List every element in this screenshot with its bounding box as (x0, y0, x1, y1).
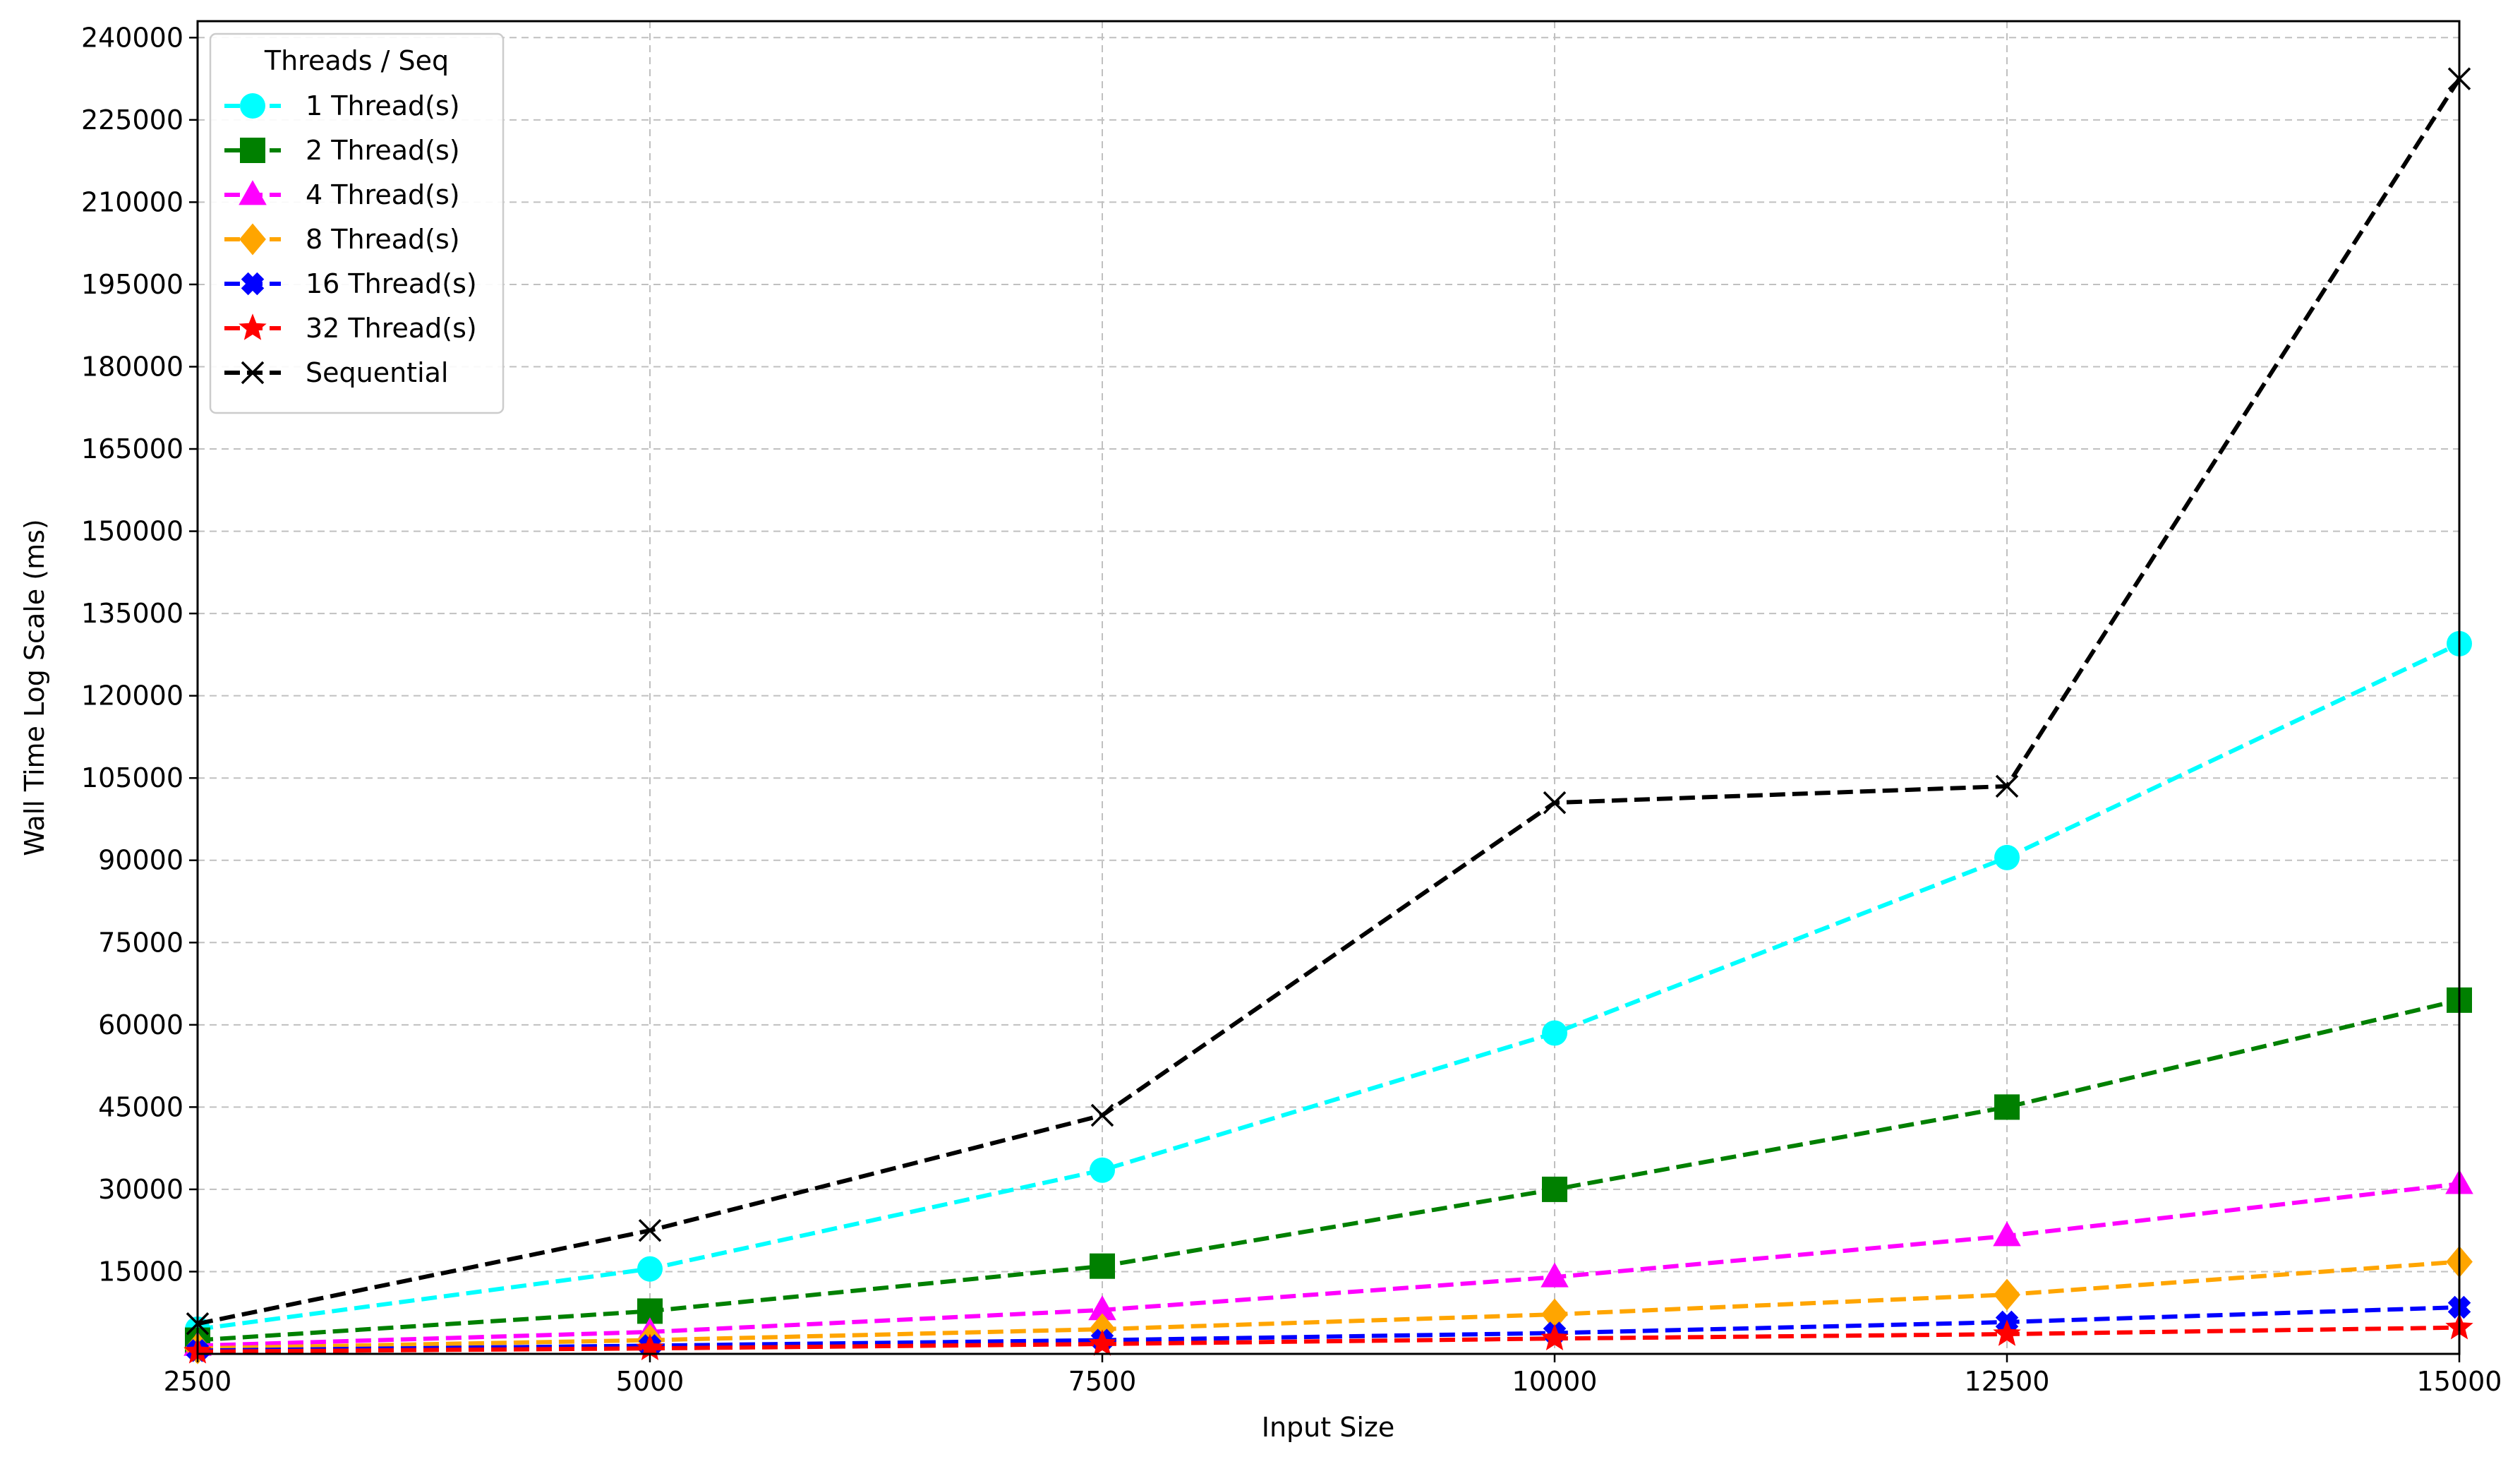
data-point (1543, 791, 1567, 815)
x-tick-label: 5000 (616, 1366, 685, 1397)
legend-label: 16 Thread(s) (306, 268, 477, 299)
data-point (1090, 1103, 1114, 1127)
y-tick-label: 120000 (81, 680, 183, 712)
legend-marker (239, 180, 267, 205)
x-tick-label: 7500 (1068, 1366, 1137, 1397)
legend-item: 8 Thread(s) (224, 223, 460, 256)
y-tick-label: 165000 (81, 433, 183, 464)
legend-label: 2 Thread(s) (306, 135, 460, 166)
data-point (1994, 1278, 2020, 1311)
legend-marker (240, 138, 265, 163)
y-tick-label: 180000 (81, 351, 183, 382)
series-line (197, 997, 2460, 1343)
data-point (1995, 774, 2019, 798)
data-point (1090, 1253, 1115, 1279)
legend-label: 4 Thread(s) (306, 179, 460, 210)
y-tick-label: 90000 (98, 845, 183, 876)
legend-item: Sequential (224, 357, 448, 388)
axis-ticks: 2500 5000 7500 10000 12500 15000 15000 30000 450… (81, 22, 2502, 1397)
legend-item: 2 Thread(s) (224, 135, 460, 166)
data-point (1542, 1176, 1567, 1202)
data-point (1994, 1094, 2020, 1120)
data-point (1088, 1295, 1116, 1321)
y-tick-label: 105000 (81, 762, 183, 793)
series-line (197, 1304, 2460, 1353)
y-tick-label: 225000 (81, 104, 183, 136)
legend-marker (239, 223, 266, 256)
data-point (1541, 1324, 1569, 1350)
legend-label: 32 Thread(s) (306, 313, 477, 344)
y-tick-label: 75000 (98, 927, 183, 958)
data-point (1993, 1221, 2021, 1247)
data-point (1994, 844, 2020, 870)
x-tick-label: 12500 (1965, 1366, 2050, 1397)
y-tick-label: 150000 (81, 516, 183, 547)
data-point (1090, 1157, 1115, 1183)
data-point (1993, 1319, 2021, 1346)
legend-marker (240, 93, 265, 119)
legend: Threads / Seq 1 Thread(s) 2 Thread(s) 4 Thr… (209, 32, 505, 414)
data-point (638, 1218, 662, 1242)
series-line (197, 1259, 2460, 1351)
y-tick-label: 30000 (98, 1174, 183, 1205)
y-tick-label: 240000 (81, 22, 183, 53)
legend-item: 1 Thread(s) (224, 90, 460, 121)
x-axis-label: Input Size (1262, 1412, 1394, 1443)
legend-label: Sequential (306, 357, 448, 388)
series-line (197, 1182, 2460, 1348)
data-point (1541, 1262, 1569, 1288)
grid (197, 21, 2460, 1354)
legend-marker (241, 361, 265, 385)
legend-box (209, 32, 505, 414)
series-lines (183, 67, 2473, 1364)
data-point (637, 1256, 663, 1282)
y-tick-label: 60000 (98, 1009, 183, 1040)
x-tick-label: 15000 (2417, 1366, 2502, 1397)
series-line (197, 1325, 2460, 1354)
legend-marker (239, 313, 267, 340)
series-line (197, 642, 2461, 1332)
data-point (1541, 1298, 1568, 1331)
legend-label: 8 Thread(s) (306, 224, 460, 255)
y-tick-label: 135000 (81, 598, 183, 629)
y-tick-label: 195000 (81, 269, 183, 300)
legend-item: 4 Thread(s) (224, 179, 460, 210)
legend-item: 32 Thread(s) (224, 313, 477, 344)
y-tick-label: 45000 (98, 1091, 183, 1122)
legend-item: 16 Thread(s) (224, 268, 477, 299)
data-point (1542, 1020, 1567, 1046)
series-line (197, 77, 2461, 1326)
legend-title: Threads / Seq (264, 45, 449, 76)
x-tick-label: 10000 (1512, 1366, 1598, 1397)
y-tick-label: 210000 (81, 186, 183, 217)
plot-frame (196, 20, 2461, 1355)
data-point (636, 1333, 664, 1360)
legend-marker (241, 272, 265, 296)
y-axis-label: Wall Time Log Scale (ms) (19, 519, 50, 856)
data-point (1088, 1329, 1116, 1356)
legend-label: 1 Thread(s) (306, 90, 460, 121)
y-tick-label: 15000 (98, 1256, 183, 1287)
x-tick-label: 2500 (164, 1366, 232, 1397)
